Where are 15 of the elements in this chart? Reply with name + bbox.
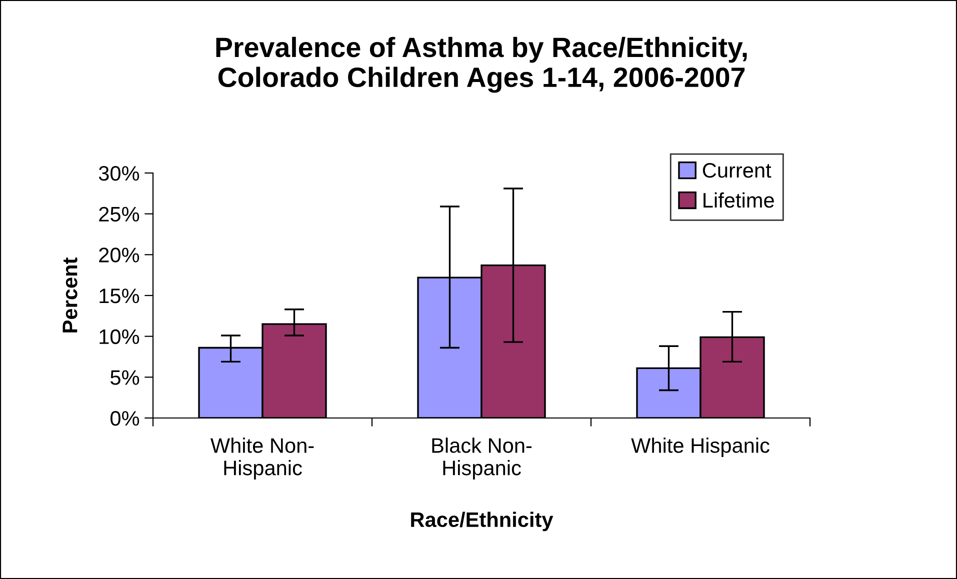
y-axis-title: Percent bbox=[62, 258, 78, 332]
y-tick-label: 0% bbox=[110, 411, 140, 426]
y-tick-label: 5% bbox=[110, 370, 140, 385]
x-tick-label: White Hispanic bbox=[631, 438, 770, 458]
legend-label: Lifetime bbox=[704, 192, 774, 208]
x-tick-label: White Non- Hispanic bbox=[210, 438, 314, 480]
y-tick-label: 20% bbox=[99, 248, 140, 262]
chart-title: Prevalence of Asthma by Race/Ethnicity, Colorado Children Ages 1-14, 2006-2007 bbox=[216, 36, 747, 93]
x-tick-label: Black Non- Hispanic bbox=[432, 438, 532, 480]
y-tick-label: 30% bbox=[98, 166, 140, 181]
legend-label: Current bbox=[702, 163, 772, 178]
y-tick-label: 25% bbox=[99, 206, 140, 222]
x-axis-title: Race/Ethnicity bbox=[411, 512, 554, 532]
y-tick-label: 10% bbox=[100, 329, 140, 344]
y-tick-label: 15% bbox=[100, 288, 140, 304]
